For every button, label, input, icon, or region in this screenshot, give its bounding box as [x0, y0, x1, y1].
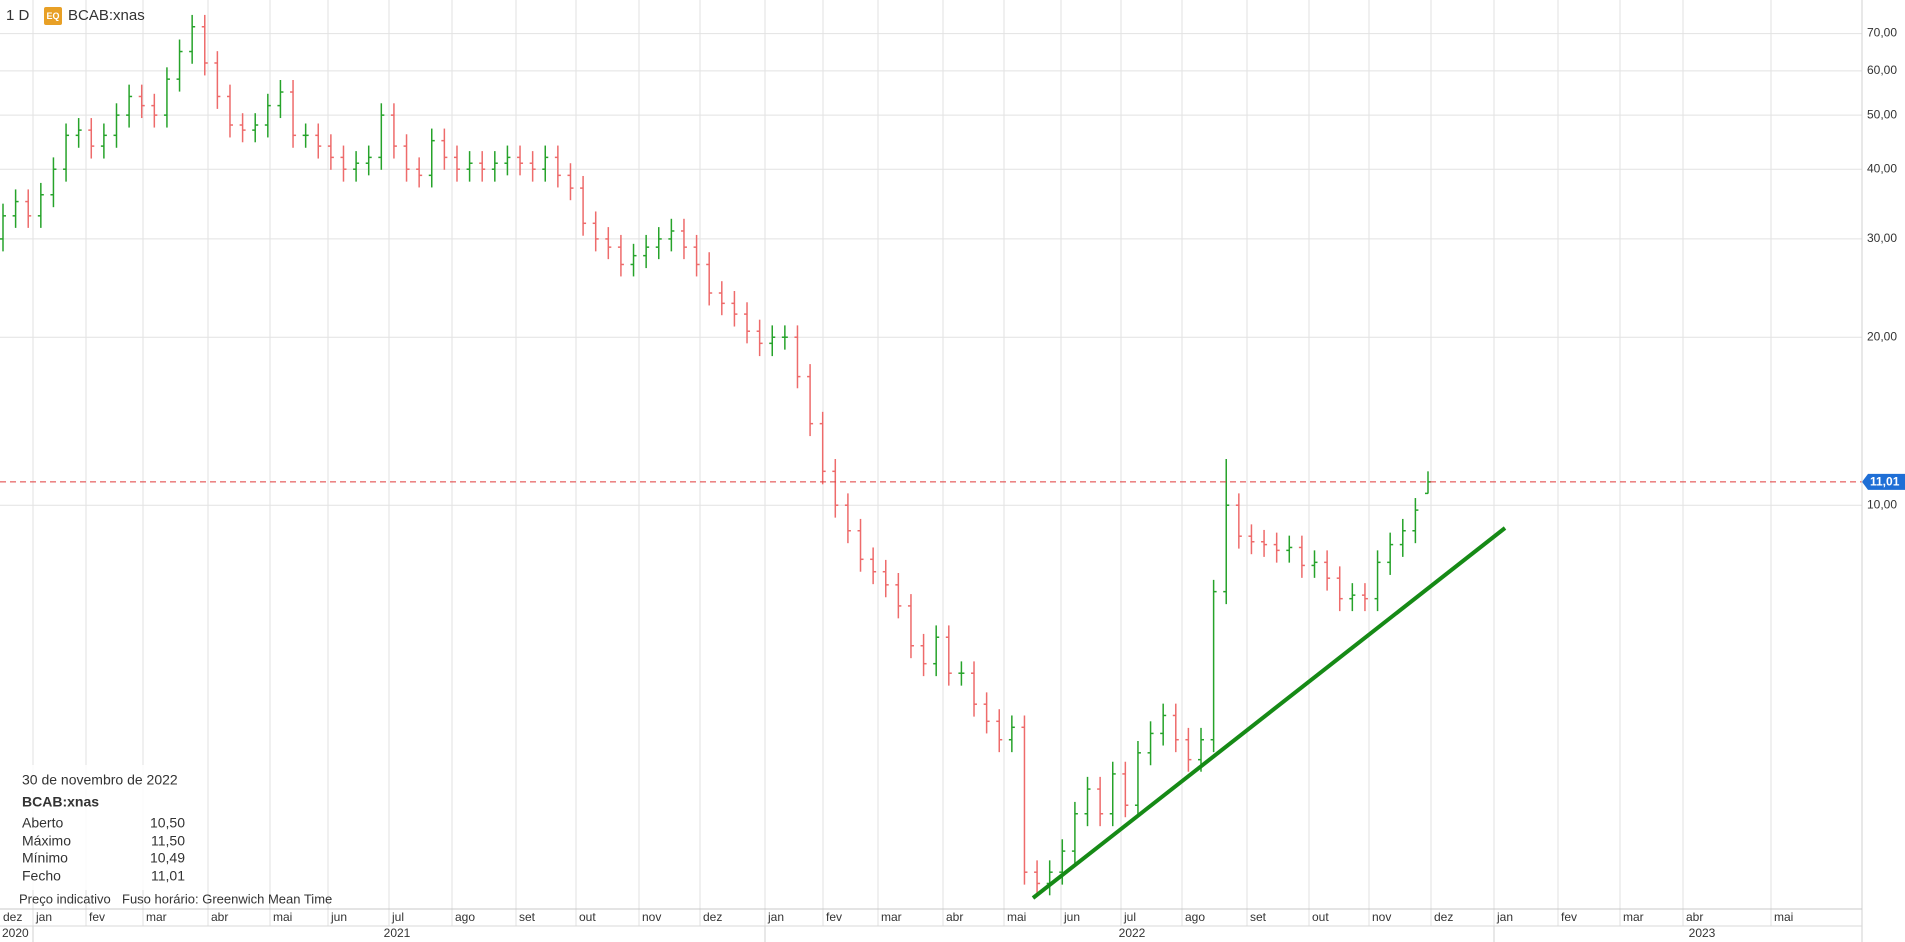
- y-tick-label: 40,00: [1867, 161, 1897, 175]
- x-tick-label: dez: [3, 910, 22, 924]
- x-tick-label: mar: [146, 910, 167, 924]
- x-tick-label: out: [579, 910, 596, 924]
- year-label: 2022: [1119, 926, 1146, 940]
- x-tick-label: abr: [1686, 910, 1703, 924]
- x-tick-label: dez: [1434, 910, 1453, 924]
- price-badge-label: 11,01: [1870, 475, 1900, 489]
- x-tick-label: jul: [391, 910, 404, 924]
- y-tick-label: 60,00: [1867, 63, 1897, 77]
- y-tick-label: 70,00: [1867, 26, 1897, 40]
- x-tick-label: jan: [1496, 910, 1513, 924]
- y-tick-label: 30,00: [1867, 231, 1897, 245]
- x-tick-label: nov: [1372, 910, 1391, 924]
- x-tick-label: mai: [1007, 910, 1026, 924]
- x-tick-label: ago: [1185, 910, 1205, 924]
- x-tick-label: nov: [642, 910, 661, 924]
- year-label: 2023: [1689, 926, 1716, 940]
- info-label: Fecho: [22, 868, 61, 884]
- x-tick-label: jun: [1063, 910, 1080, 924]
- x-tick-label: jan: [35, 910, 52, 924]
- trend-line: [1031, 526, 1507, 900]
- info-label: Máximo: [22, 833, 71, 849]
- badge: EQ: [46, 11, 59, 21]
- x-tick-label: jun: [330, 910, 347, 924]
- x-tick-label: mai: [273, 910, 292, 924]
- x-tick-label: mar: [1623, 910, 1644, 924]
- x-tick-label: jul: [1123, 910, 1136, 924]
- interval[interactable]: 1 D: [6, 7, 30, 24]
- info-symbol: BCAB:xnas: [22, 794, 99, 810]
- year-label: 2021: [384, 926, 411, 940]
- x-tick-label: out: [1312, 910, 1329, 924]
- bars: [0, 14, 1431, 896]
- x-tick-label: fev: [89, 910, 105, 924]
- badge-bg: [44, 7, 62, 25]
- footer-note: Preço indicativo: [19, 891, 111, 906]
- info-label: Aberto: [22, 815, 63, 831]
- x-tick-label: abr: [211, 910, 228, 924]
- info-date: 30 de novembro de 2022: [22, 772, 178, 788]
- x-tick-label: abr: [946, 910, 963, 924]
- overlay: 11,01: [0, 473, 1905, 490]
- x-tick-label: set: [1250, 910, 1267, 924]
- info-value: 11,50: [151, 833, 185, 849]
- info-label: Mínimo: [22, 850, 68, 866]
- year-label: 2020: [2, 926, 29, 940]
- x-tick-label: mai: [1774, 910, 1793, 924]
- info-value: 11,01: [151, 868, 185, 884]
- footer-timezone: Fuso horário: Greenwich Mean Time: [122, 891, 332, 906]
- info-value: 10,49: [150, 850, 185, 866]
- x-tick-label: fev: [1561, 910, 1577, 924]
- info-value: 10,50: [150, 815, 185, 831]
- chart-title: BCAB:xnas: [68, 7, 145, 24]
- x-tick-label: set: [519, 910, 536, 924]
- x-tick-label: mar: [881, 910, 902, 924]
- price-badge: [1862, 473, 1905, 490]
- info-bg: [14, 765, 194, 890]
- x-tick-label: jan: [767, 910, 784, 924]
- y-tick-label: 10,00: [1867, 497, 1897, 511]
- y-tick-label: 50,00: [1867, 107, 1897, 121]
- y-tick-label: 20,00: [1867, 329, 1897, 343]
- x-tick-label: dez: [703, 910, 722, 924]
- x-tick-label: fev: [826, 910, 842, 924]
- info-box: 30 de novembro de 2022 BCAB:xnas Aberto 1…: [14, 765, 194, 890]
- x-tick-label: ago: [455, 910, 475, 924]
